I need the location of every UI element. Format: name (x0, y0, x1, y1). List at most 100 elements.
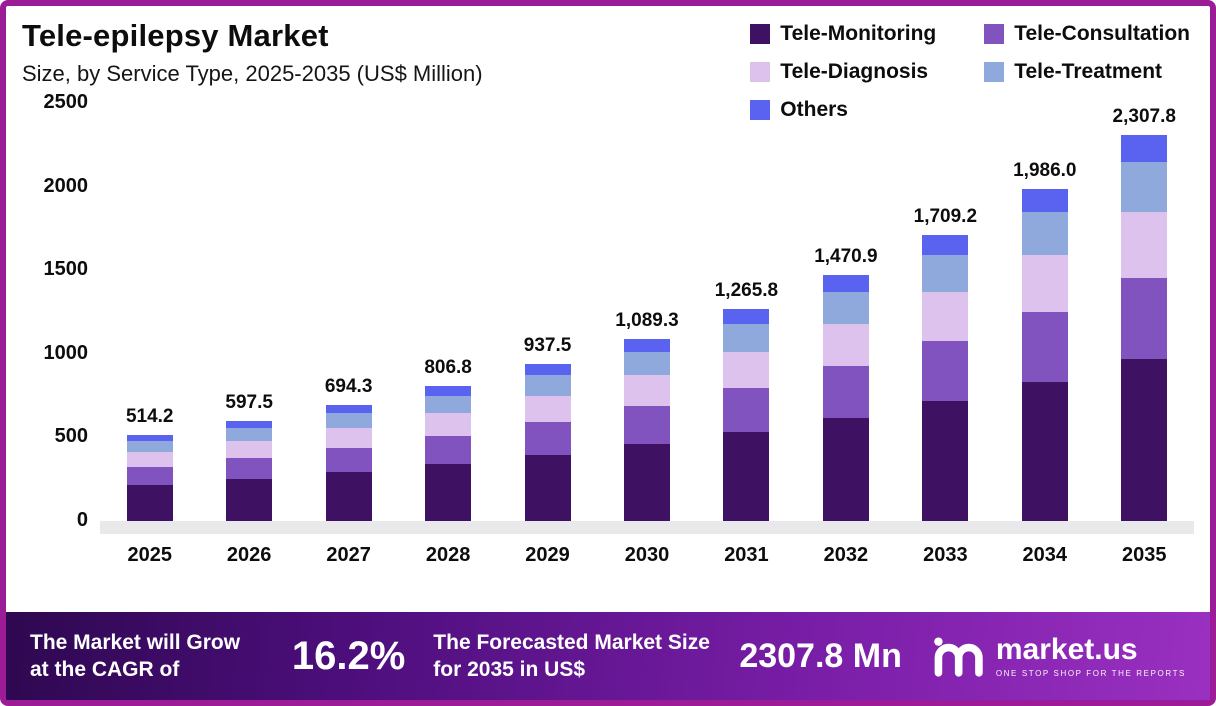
legend-item-others: Others (750, 98, 936, 122)
legend-item-tele-treatment: Tele-Treatment (984, 60, 1190, 84)
bar-segment-tele-diagnosis (226, 441, 273, 459)
bar-total-label: 1,986.0 (1013, 160, 1077, 182)
legend-label: Tele-Diagnosis (780, 60, 929, 83)
legend-swatch-tele-treatment (984, 62, 1005, 82)
bar-segment-tele-treatment (623, 351, 670, 376)
bar-total-label: 1,265.8 (714, 280, 779, 302)
bar-segment-tele-diagnosis (425, 413, 472, 437)
x-axis-label: 2028 (425, 544, 471, 566)
bar-segment-others (226, 421, 273, 429)
bar-segment-tele-diagnosis (1121, 212, 1168, 278)
bar-segment-tele-consultation (1121, 277, 1168, 359)
bar-column: 1,470.9 (796, 103, 895, 521)
stacked-bar (822, 275, 869, 521)
bar-segment-tele-monitoring (1121, 359, 1168, 521)
bar-segment-others (1121, 135, 1168, 163)
bar-total-label: 1,470.9 (814, 246, 878, 268)
x-axis-label: 2035 (1122, 544, 1167, 566)
bar-segment-tele-consultation (623, 406, 670, 445)
forecast-text: The Forecasted Market Size for 2035 in U… (433, 630, 710, 681)
bar-segment-tele-consultation (822, 366, 869, 418)
bar-total-label: 694.3 (324, 376, 373, 398)
stacked-bar (1121, 135, 1168, 521)
bar-segment-tele-treatment (922, 255, 969, 293)
bar-segment-tele-treatment (723, 324, 770, 352)
chart-subtitle: Size, by Service Type, 2025-2035 (US$ Mi… (22, 61, 483, 86)
bar-segment-tele-monitoring (623, 444, 670, 521)
brand-name: market.us (995, 632, 1138, 666)
brand-text-block: market.us ONE STOP SHOP FOR THE REPORTS (995, 632, 1186, 678)
legend-swatch-tele-monitoring (750, 24, 771, 44)
legend: Tele-Monitoring Tele-Consultation Tele-Dia… (750, 22, 1190, 122)
bar-segment-others (623, 338, 670, 352)
bar-column: 2,307.8 (1095, 103, 1194, 521)
x-axis-labels: 2025 2026 2027 2028 2029 2030 2031 2032 2033 2034… (100, 544, 1194, 567)
legend-label: Tele-Treatment (1014, 60, 1163, 83)
legend-item-tele-diagnosis: Tele-Diagnosis (750, 60, 936, 84)
chart-row: 0 500 1000 1500 2000 2500 514.2 597.5 694.3 806.… (22, 91, 1194, 567)
legend-swatch-tele-consultation (984, 24, 1005, 44)
bar-column: 597.5 (199, 103, 298, 521)
plot-wrap: 514.2 597.5 694.3 806.8 937.5 1,089.3 1,265.8 1… (100, 103, 1194, 567)
bar-column: 1,265.8 (697, 103, 796, 521)
footer-banner: The Market will Grow at the CAGR of 16.2… (6, 612, 1210, 700)
bar-segment-tele-consultation (325, 447, 372, 473)
cagr-value: 16.2% (291, 633, 406, 678)
bar-total-label: 806.8 (424, 357, 472, 379)
legend-label: Others (780, 98, 848, 121)
bar-segment-tele-consultation (723, 387, 770, 432)
stacked-bar (425, 386, 472, 521)
bar-column: 806.8 (398, 103, 497, 521)
bar-segment-tele-diagnosis (524, 395, 571, 423)
x-axis-line (100, 521, 1194, 534)
stacked-bar (922, 235, 969, 521)
legend-swatch-others (750, 100, 771, 120)
bar-segment-tele-treatment (524, 375, 571, 396)
cagr-text: The Market will Grow at the CAGR of (30, 630, 241, 681)
y-tick-label: 0 (76, 509, 88, 531)
bar-column: 937.5 (498, 103, 597, 521)
bar-total-label: 1,709.2 (913, 206, 978, 228)
bar-segment-tele-consultation (1021, 311, 1068, 382)
x-axis-label: 2034 (1022, 544, 1068, 566)
bar-column: 1,709.2 (896, 103, 995, 521)
bar-segment-tele-treatment (1121, 162, 1168, 213)
legend-label: Tele-Monitoring (780, 22, 937, 45)
y-tick-label: 1500 (43, 258, 89, 281)
legend-label: Tele-Consultation (1014, 22, 1190, 45)
bar-segment-tele-treatment (126, 441, 173, 453)
y-tick-label: 2000 (43, 174, 89, 197)
chart-title: Tele-epilepsy Market (22, 18, 329, 53)
bar-segment-tele-treatment (822, 292, 869, 325)
y-tick-label: 500 (54, 425, 88, 448)
y-tick-label: 1000 (43, 341, 89, 364)
bar-segment-tele-treatment (325, 413, 372, 429)
bar-segment-tele-monitoring (822, 417, 869, 521)
x-axis-label: 2026 (226, 544, 272, 566)
bar-segment-tele-diagnosis (922, 292, 969, 341)
chart-section: Tele-epilepsy Market Size, by Service Ty… (6, 6, 1210, 612)
bar-segment-tele-consultation (226, 458, 273, 479)
bar-segment-tele-diagnosis (325, 428, 372, 448)
bar-column: 1,089.3 (597, 103, 696, 521)
bar-total-label: 937.5 (523, 335, 572, 357)
legend-item-tele-monitoring: Tele-Monitoring (750, 22, 936, 46)
stacked-bar (126, 435, 173, 521)
bar-segment-others (723, 309, 770, 325)
bar-total-label: 597.5 (225, 392, 273, 414)
bar-column: 1,986.0 (995, 103, 1094, 521)
bar-segment-others (1021, 189, 1068, 213)
bar-segment-tele-treatment (226, 428, 273, 442)
x-axis-label: 2030 (624, 544, 670, 566)
x-axis-label: 2027 (326, 544, 371, 566)
bar-segment-tele-diagnosis (126, 452, 173, 467)
bar-segment-tele-diagnosis (623, 375, 670, 407)
bar-segment-tele-monitoring (425, 464, 472, 521)
stacked-bar (524, 364, 571, 521)
bar-segment-tele-diagnosis (1021, 255, 1068, 312)
plot-area: 514.2 597.5 694.3 806.8 937.5 1,089.3 1,265.8 1… (100, 103, 1194, 521)
bar-segment-others (126, 435, 173, 442)
stacked-bar (226, 421, 273, 521)
bar-segment-others (822, 275, 869, 293)
brand: market.us ONE STOP SHOP FOR THE REPORTS (930, 629, 1186, 683)
